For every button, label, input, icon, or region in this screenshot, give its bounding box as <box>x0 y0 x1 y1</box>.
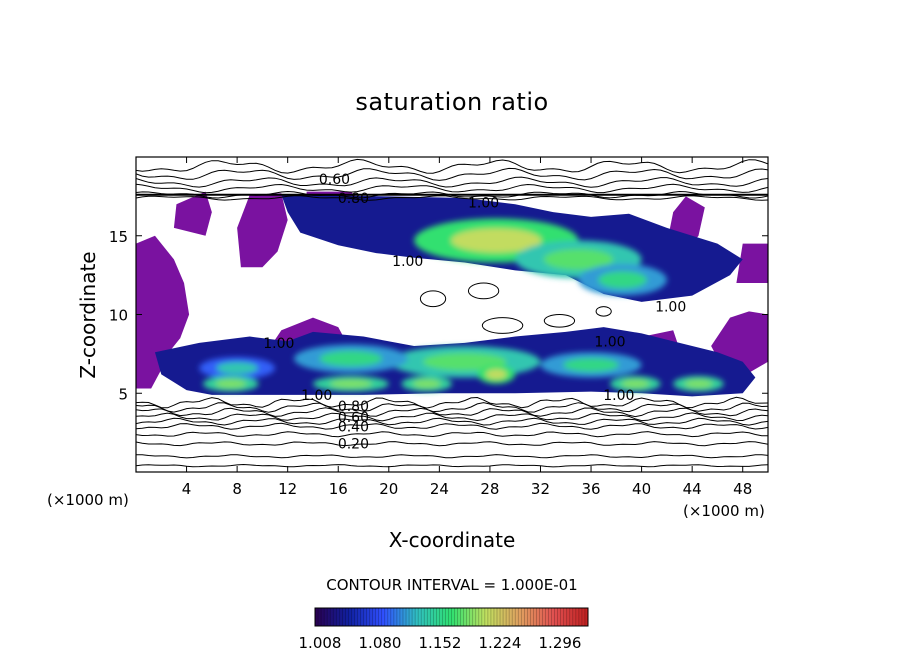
x-unit-label-right: (×1000 m) <box>683 502 765 520</box>
contour-label: 0.60 <box>338 410 369 426</box>
contour-label: 1.00 <box>301 388 332 404</box>
contour-line <box>136 454 768 459</box>
contour-label: 0.20 <box>338 437 369 453</box>
subsaturated-region <box>136 346 162 389</box>
supersaturated-core <box>216 361 258 375</box>
contour-line <box>481 317 524 334</box>
x-tick-label: 40 <box>632 480 651 498</box>
x-tick-label: 36 <box>581 480 600 498</box>
x-tick-label: 20 <box>379 480 398 498</box>
supersaturated-core <box>543 248 614 270</box>
colorbar-tick-label: 1.152 <box>419 634 462 652</box>
x-axis: 4 8 12 16 20 24 28 32 36 40 44 48 <box>182 157 752 498</box>
saturation-fill-layer <box>136 191 768 397</box>
contour-line <box>136 407 768 418</box>
contour-line <box>136 402 768 413</box>
x-tick-label: 8 <box>232 480 242 498</box>
contour-lines <box>136 158 768 468</box>
colorbar-tick-label: 1.008 <box>299 634 342 652</box>
x-axis-label: X-coordinate <box>388 528 516 552</box>
contour-label: 1.00 <box>263 336 294 352</box>
contour-label: 1.00 <box>594 334 625 350</box>
y-tick-label: 15 <box>109 228 128 246</box>
contour-line <box>136 183 768 194</box>
contour-line <box>595 306 612 317</box>
contour-label: 0.40 <box>338 419 369 435</box>
subsaturated-region <box>237 193 288 268</box>
y-axis: 5 10 15 <box>109 228 768 403</box>
contour-line <box>136 195 768 201</box>
contour-line <box>136 176 768 188</box>
colorbar-tick-label: 1.080 <box>359 634 402 652</box>
contour-line <box>136 463 768 468</box>
contour-line <box>136 412 768 422</box>
supersaturated-core <box>563 357 619 372</box>
x-tick-label: 28 <box>480 480 499 498</box>
y-tick-label: 5 <box>118 385 128 403</box>
subsaturated-region <box>736 243 768 283</box>
contour-line <box>136 396 768 409</box>
y-tick-label: 10 <box>109 307 128 325</box>
colorbar: 1.008 1.080 1.152 1.224 1.296 <box>299 607 589 652</box>
x-tick-label: 24 <box>430 480 449 498</box>
y-axis-label: Z-coordinate <box>76 251 100 379</box>
x-unit-label-left: (×1000 m) <box>47 491 129 509</box>
x-tick-label: 48 <box>733 480 752 498</box>
supersaturated-core <box>684 379 713 389</box>
supersaturated-core <box>319 350 383 367</box>
supersaturated-core <box>412 379 441 389</box>
contour-line <box>136 431 768 438</box>
contour-line <box>136 417 768 426</box>
supersaturated-core <box>598 271 647 289</box>
subsaturated-region <box>136 235 190 362</box>
supersaturated-core <box>451 228 542 253</box>
contour-line <box>543 314 576 328</box>
contour-label: 1.00 <box>655 300 686 316</box>
contour-line <box>136 158 768 174</box>
contour-line <box>136 441 768 447</box>
colorbar-tick-label: 1.224 <box>479 634 522 652</box>
supersaturated-core <box>485 369 507 380</box>
supersaturated-core <box>215 379 247 389</box>
colorbar-tick-label: 1.296 <box>539 634 582 652</box>
contour-labels-layer: 0.600.80 1.001.001.001.00 1.001.00 1.000.80… <box>263 172 686 453</box>
chart-title: saturation ratio <box>355 88 549 116</box>
contour-line <box>467 282 500 300</box>
contour-label: 1.00 <box>392 254 423 270</box>
contour-label: 0.80 <box>338 399 369 415</box>
x-tick-label: 32 <box>531 480 550 498</box>
colorbar-gradient <box>314 607 589 627</box>
x-tick-label: 4 <box>182 480 192 498</box>
contour-line <box>419 290 447 308</box>
x-tick-label: 44 <box>683 480 702 498</box>
contour-line <box>136 167 768 181</box>
contour-label: 0.60 <box>319 172 350 188</box>
contour-label: 0.80 <box>338 191 369 207</box>
subsaturated-region <box>173 191 212 236</box>
contour-label: 1.00 <box>603 388 634 404</box>
contour-interval-text: CONTOUR INTERVAL = 1.000E-01 <box>326 576 578 594</box>
contour-line <box>136 422 768 430</box>
contour-label: 1.00 <box>468 196 499 212</box>
supersaturated-core <box>330 379 372 389</box>
supersaturated-core <box>422 353 507 371</box>
x-tick-label: 16 <box>329 480 348 498</box>
supersaturated-core <box>621 379 650 389</box>
x-tick-label: 12 <box>278 480 297 498</box>
